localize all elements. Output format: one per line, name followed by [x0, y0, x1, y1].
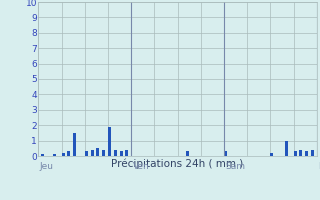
Bar [62, 153, 65, 156]
Bar [294, 151, 297, 156]
Bar [91, 150, 93, 156]
Text: Sam: Sam [226, 162, 245, 171]
Bar [96, 148, 99, 156]
Bar [285, 141, 288, 156]
Bar [311, 150, 314, 156]
Bar [300, 150, 302, 156]
Bar [53, 154, 56, 156]
Text: Jeu: Jeu [40, 162, 54, 171]
Bar [102, 150, 105, 156]
Text: Dim: Dim [318, 162, 320, 171]
Bar [68, 151, 70, 156]
Bar [108, 127, 111, 156]
Bar [186, 151, 189, 156]
Bar [270, 153, 273, 156]
Bar [73, 133, 76, 156]
Bar [120, 151, 123, 156]
Text: Ven: Ven [133, 162, 149, 171]
Bar [125, 150, 128, 156]
Bar [305, 151, 308, 156]
Bar [85, 151, 88, 156]
Bar [114, 150, 117, 156]
Bar [41, 154, 44, 156]
Bar [224, 151, 227, 156]
X-axis label: Précipitations 24h ( mm ): Précipitations 24h ( mm ) [111, 159, 244, 169]
